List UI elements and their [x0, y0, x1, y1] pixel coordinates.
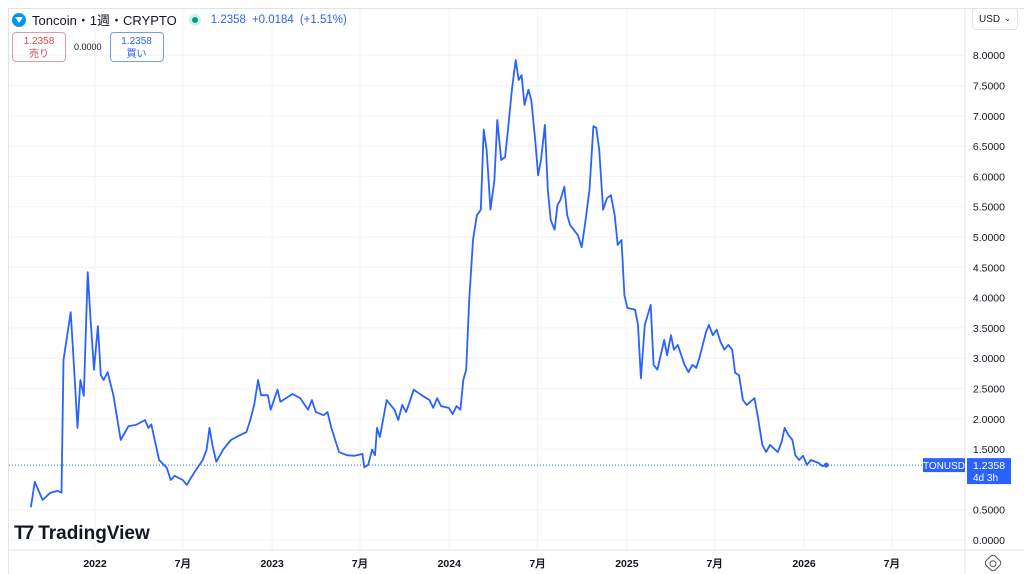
x-tick-label: 2026	[792, 558, 816, 570]
buy-price: 1.2358	[121, 36, 152, 47]
y-tick-label: 3.0000	[973, 353, 1005, 365]
sell-price: 1.2358	[23, 36, 55, 47]
last-price: 1.2358	[210, 13, 246, 26]
last-price-point	[823, 462, 829, 468]
currency-select[interactable]: USD ⌄	[972, 8, 1018, 30]
x-tick-label: 2024	[438, 558, 462, 570]
toncoin-logo-icon	[12, 12, 26, 27]
y-tick-label: 0.5000	[973, 505, 1005, 517]
y-tick-label: 6.5000	[973, 141, 1005, 153]
chart-frame	[8, 8, 1024, 574]
tradingview-logo[interactable]: T7 TradingView	[14, 523, 150, 545]
tradingview-mark-icon: T7	[14, 523, 34, 544]
symbol-header: Toncoin・1週・CRYPTO 1.2358 +0.0184 (+1.51%…	[12, 10, 347, 29]
symbol-label: TONUSD	[923, 461, 965, 472]
price-change: +0.0184	[251, 13, 294, 26]
price-change-percent: (+1.51%)	[299, 13, 347, 26]
y-tick-label: 2.0000	[973, 414, 1005, 426]
y-tick-label: 5.0000	[973, 232, 1005, 244]
y-tick-label: 8.0000	[973, 50, 1005, 62]
y-tick-label: 3.5000	[973, 323, 1005, 335]
y-tick-label: 6.0000	[973, 171, 1005, 183]
price-label-bg	[967, 458, 1011, 485]
x-tick-label: 2022	[83, 558, 107, 570]
x-tick-label: 7月	[884, 558, 900, 570]
price-label: 1.2358	[973, 460, 1005, 472]
buy-label: 買い	[126, 49, 147, 60]
y-tick-label: 0.0000	[973, 535, 1005, 547]
sell-button[interactable]: 1.2358 売り	[12, 32, 66, 62]
y-tick-label: 5.5000	[973, 202, 1005, 214]
y-tick-label: 7.0000	[973, 111, 1005, 123]
market-open-dot-icon[interactable]	[188, 13, 201, 26]
y-tick-label: 4.0000	[973, 293, 1005, 305]
currency-label: USD	[979, 14, 1001, 25]
x-tick-label: 7月	[529, 558, 545, 570]
quote-panel: 1.2358 売り 0.0000 1.2358 買い	[12, 32, 164, 62]
y-tick-label: 2.5000	[973, 384, 1005, 396]
x-tick-label: 7月	[352, 558, 368, 570]
price-series-line	[30, 59, 827, 508]
y-tick-label: 7.5000	[973, 81, 1005, 93]
x-tick-label: 2025	[615, 558, 639, 570]
buy-button[interactable]: 1.2358 買い	[109, 32, 164, 62]
countdown-label: 4d 3h	[973, 473, 998, 484]
x-tick-label: 2023	[260, 558, 284, 570]
brand-name: TradingView	[38, 523, 150, 544]
sell-label: 売り	[29, 49, 49, 60]
symbol-title[interactable]: Toncoin・1週・CRYPTO	[32, 13, 177, 28]
symbol-label-bg	[923, 458, 965, 473]
x-tick-label: 7月	[707, 558, 723, 570]
y-tick-label: 1.5000	[973, 444, 1005, 456]
chevron-down-icon: ⌄	[1004, 14, 1011, 23]
y-tick-label: 4.5000	[973, 262, 1005, 274]
x-tick-label: 7月	[175, 558, 191, 570]
spread-value: 0.0000	[74, 42, 102, 52]
